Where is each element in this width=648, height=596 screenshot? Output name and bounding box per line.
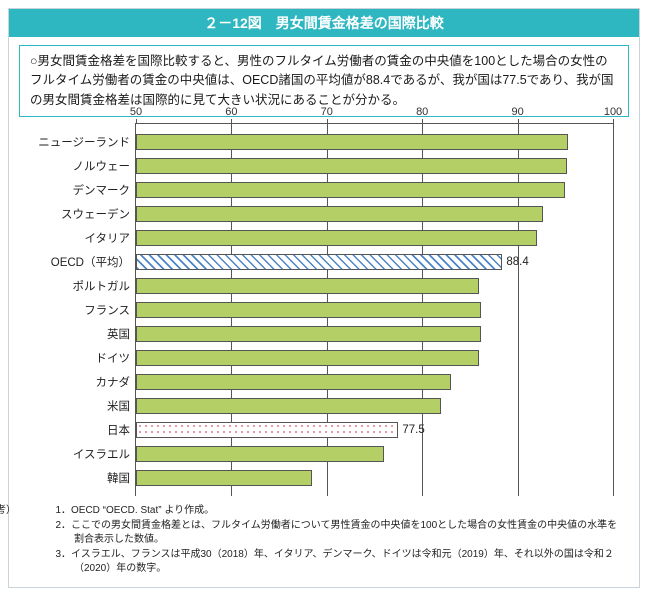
x-tick-label: 100 — [604, 106, 622, 118]
bar-category-label: 米国 — [107, 398, 130, 414]
note-head: （備考） — [25, 504, 57, 519]
bar-category-label: スウェーデン — [61, 206, 130, 222]
bar-fill — [136, 230, 537, 246]
x-tick-mark — [231, 119, 232, 124]
x-tick-mark — [136, 119, 137, 124]
bar-row: フランス — [136, 302, 613, 318]
chart-plot: 5060708090100 ニュージーランドノルウェーデンマークスウェーデンイタ… — [135, 123, 613, 496]
figure-container: ２－12図 男女間賃金格差の国際比較 ○男女間賃金格差を国際比較すると、男性のフ… — [8, 8, 640, 588]
bar-category-label: ノルウェー — [73, 158, 131, 174]
bar-category-label: フランス — [84, 302, 130, 318]
bar-row: ノルウェー — [136, 158, 613, 174]
bar-row: デンマーク — [136, 182, 613, 198]
bar-row: 米国 — [136, 398, 613, 414]
bar-fill — [136, 206, 543, 222]
note-number: 1． — [57, 504, 71, 519]
bar-fill — [136, 158, 567, 174]
bar-fill — [136, 470, 312, 486]
bar-category-label: OECD（平均） — [51, 254, 130, 270]
bar-fill — [136, 278, 479, 294]
x-tick-label: 60 — [225, 106, 237, 118]
x-tick-label: 90 — [511, 106, 523, 118]
note-text: イスラエル、フランスは平成30（2018）年、イタリア、デンマーク、ドイツは令和… — [71, 549, 614, 575]
x-tick-mark — [327, 119, 328, 124]
bar-fill — [136, 254, 502, 270]
bar-category-label: 英国 — [107, 326, 130, 342]
x-tick-label: 70 — [321, 106, 333, 118]
bar-row: 英国 — [136, 326, 613, 342]
bar-category-label: イタリア — [84, 230, 130, 246]
bar-row: ドイツ — [136, 350, 613, 366]
bar-row: ニュージーランド — [136, 134, 613, 150]
bar-fill — [136, 182, 565, 198]
note-number: 2． — [57, 519, 71, 534]
chart-area: 5060708090100 ニュージーランドノルウェーデンマークスウェーデンイタ… — [25, 123, 623, 496]
bar-category-label: 日本 — [107, 422, 130, 438]
note-number: 3． — [57, 548, 71, 563]
bar-row: 日本77.5 — [136, 422, 613, 438]
x-tick-mark — [613, 119, 614, 124]
figure-title: ２－12図 男女間賃金格差の国際比較 — [9, 9, 639, 37]
bar-row: OECD（平均）88.4 — [136, 254, 613, 270]
bar-fill — [136, 422, 398, 438]
bar-fill — [136, 134, 568, 150]
bar-category-label: ニュージーランド — [38, 134, 130, 150]
x-tick-mark — [422, 119, 423, 124]
bar-row: イスラエル — [136, 446, 613, 462]
bar-category-label: カナダ — [96, 374, 131, 390]
bar-row: 韓国 — [136, 470, 613, 486]
x-tick-label: 80 — [416, 106, 428, 118]
x-tick-mark — [518, 119, 519, 124]
bar-row: スウェーデン — [136, 206, 613, 222]
bar-row: ポルトガル — [136, 278, 613, 294]
x-tick-label: 50 — [130, 106, 142, 118]
bar-category-label: ドイツ — [96, 350, 131, 366]
bar-fill — [136, 398, 441, 414]
bar-value-label: 77.5 — [402, 424, 424, 436]
note-text: OECD “OECD. Stat” より作成。 — [71, 505, 214, 516]
note-text: ここでの男女間賃金格差とは、フルタイム労働者について男性賃金の中央値を100とし… — [71, 520, 617, 546]
note-line: （備考）1．OECD “OECD. Stat” より作成。 — [74, 504, 623, 519]
bar-fill — [136, 326, 481, 342]
bar-fill — [136, 350, 479, 366]
bar-value-label: 88.4 — [506, 256, 528, 268]
bar-category-label: デンマーク — [73, 182, 131, 198]
x-axis-ticks: 5060708090100 — [136, 106, 613, 122]
bar-fill — [136, 302, 481, 318]
note-line: 2．ここでの男女間賃金格差とは、フルタイム労働者について男性賃金の中央値を100… — [74, 519, 623, 548]
bar-category-label: ポルトガル — [73, 278, 131, 294]
bar-category-label: イスラエル — [73, 446, 130, 462]
bar-fill — [136, 374, 451, 390]
figure-notes: （備考）1．OECD “OECD. Stat” より作成。2．ここでの男女間賃金… — [25, 504, 623, 577]
bar-row: カナダ — [136, 374, 613, 390]
gridline — [613, 124, 614, 496]
bar-row: イタリア — [136, 230, 613, 246]
note-line: 3．イスラエル、フランスは平成30（2018）年、イタリア、デンマーク、ドイツは… — [74, 548, 623, 577]
bar-category-label: 韓国 — [107, 470, 130, 486]
bar-fill — [136, 446, 384, 462]
